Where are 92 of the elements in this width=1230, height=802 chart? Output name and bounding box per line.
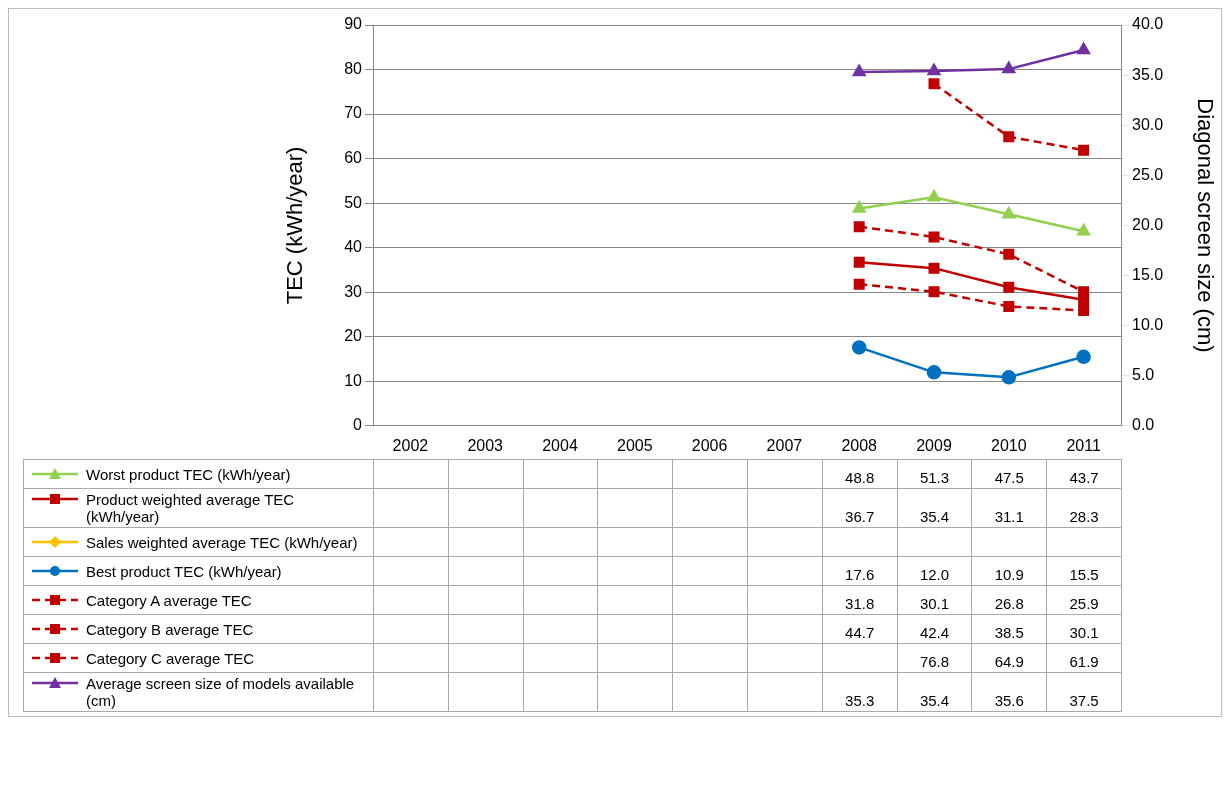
point [853, 221, 865, 233]
point [928, 78, 940, 90]
point [852, 201, 866, 213]
point [1003, 131, 1015, 143]
legend-label: Best product TEC (kWh/year) [86, 562, 282, 580]
data-label: 37.5 [1046, 672, 1122, 712]
y-axis-title: TEC (kWh/year) [282, 146, 308, 305]
data-label: 25.9 [1046, 585, 1122, 615]
data-label: 43.7 [1046, 459, 1122, 489]
data-label: 35.4 [897, 672, 972, 712]
data-label: 12.0 [897, 556, 972, 586]
x-tick-label: 2009 [916, 436, 952, 454]
data-label: 51.3 [897, 459, 972, 489]
point [1078, 144, 1090, 156]
y-tick-label: 80 [344, 59, 363, 77]
data-label: 47.5 [971, 459, 1047, 489]
data-label: 10.9 [971, 556, 1047, 586]
point [927, 190, 941, 202]
data-label: 30.1 [897, 585, 972, 615]
data-label: 15.5 [1046, 556, 1122, 586]
x-tick-label: 2004 [542, 436, 578, 454]
point [1077, 42, 1091, 55]
x-tick-label: 2005 [617, 436, 653, 454]
y2-tick-label: 5.0 [1132, 366, 1155, 384]
y2-tick-label: 40.0 [1132, 15, 1164, 33]
data-label: 38.5 [971, 614, 1047, 644]
y2-tick-label: 30.0 [1132, 115, 1164, 133]
point [1003, 248, 1015, 260]
point [852, 64, 866, 77]
point [1001, 370, 1017, 385]
y-tick-label: 0 [353, 416, 363, 434]
point [1076, 349, 1091, 365]
data-label: 35.4 [897, 488, 972, 528]
y2-axis-title: Diagonal screen size (cm) [1192, 98, 1218, 353]
data-label: 42.4 [897, 614, 972, 644]
legend-label: Worst product TEC (kWh/year) [86, 465, 291, 483]
point [926, 365, 942, 380]
data-label: 30.1 [1046, 614, 1122, 644]
y2-tick-label: 20.0 [1132, 215, 1164, 233]
data-label: 17.6 [822, 556, 898, 586]
legend-label: Category B average TEC [86, 620, 254, 638]
data-label: 35.3 [822, 672, 898, 712]
point [928, 286, 940, 298]
x-tick-label: 2006 [691, 436, 728, 454]
data-label: 48.8 [822, 459, 898, 489]
data-label: 61.9 [1046, 643, 1122, 673]
x-tick-label: 2008 [841, 436, 878, 454]
point [1077, 223, 1091, 236]
y2-tick-label: 15.0 [1132, 265, 1164, 283]
y2-tick-label: 35.0 [1132, 65, 1164, 83]
data-label: 28.3 [1046, 488, 1122, 528]
data-label: 44.7 [822, 614, 898, 644]
point [1002, 61, 1016, 74]
point [928, 262, 940, 274]
legend-label: Product weighted average TEC (kWh/year) [86, 491, 296, 525]
data-label: 76.8 [897, 643, 972, 673]
point [851, 340, 867, 355]
data-label: 26.8 [971, 585, 1047, 615]
point [853, 278, 865, 290]
data-label: 31.1 [971, 488, 1047, 528]
y-tick-label: 40 [344, 238, 363, 256]
y2-tick-label: 25.0 [1132, 165, 1164, 183]
x-tick-label: 2010 [991, 436, 1027, 454]
point [1078, 294, 1090, 306]
x-tick-label: 2007 [766, 436, 803, 454]
data-label: 35.6 [971, 672, 1047, 712]
x-tick-label: 2002 [392, 436, 429, 454]
y2-tick-label: 10.0 [1132, 316, 1164, 334]
point [1003, 281, 1015, 293]
point [1003, 300, 1015, 312]
point [928, 231, 940, 243]
data-label: 31.8 [822, 585, 898, 615]
point [927, 63, 941, 76]
y-tick-label: 70 [344, 104, 363, 122]
legend-label: Category A average TEC [86, 591, 252, 609]
y-tick-label: 90 [344, 15, 363, 33]
legend-label: Sales weighted average TEC (kWh/year) [86, 533, 358, 551]
point [1078, 304, 1090, 316]
y-tick-label: 60 [344, 149, 363, 167]
data-label: 64.9 [971, 643, 1047, 673]
x-tick-label: 2011 [1066, 436, 1101, 454]
legend-label: Category C average TEC [86, 649, 255, 667]
y-tick-label: 10 [344, 371, 363, 389]
legend-label: Average screen size of models available (cm) [86, 675, 356, 709]
y-tick-label: 50 [344, 193, 363, 211]
data-label: 36.7 [822, 488, 898, 528]
point [853, 256, 865, 268]
point [1002, 207, 1016, 219]
y-tick-label: 30 [344, 282, 363, 300]
y2-tick-label: 0.0 [1132, 416, 1155, 434]
y-tick-label: 20 [344, 327, 363, 345]
x-tick-label: 2003 [467, 436, 504, 454]
